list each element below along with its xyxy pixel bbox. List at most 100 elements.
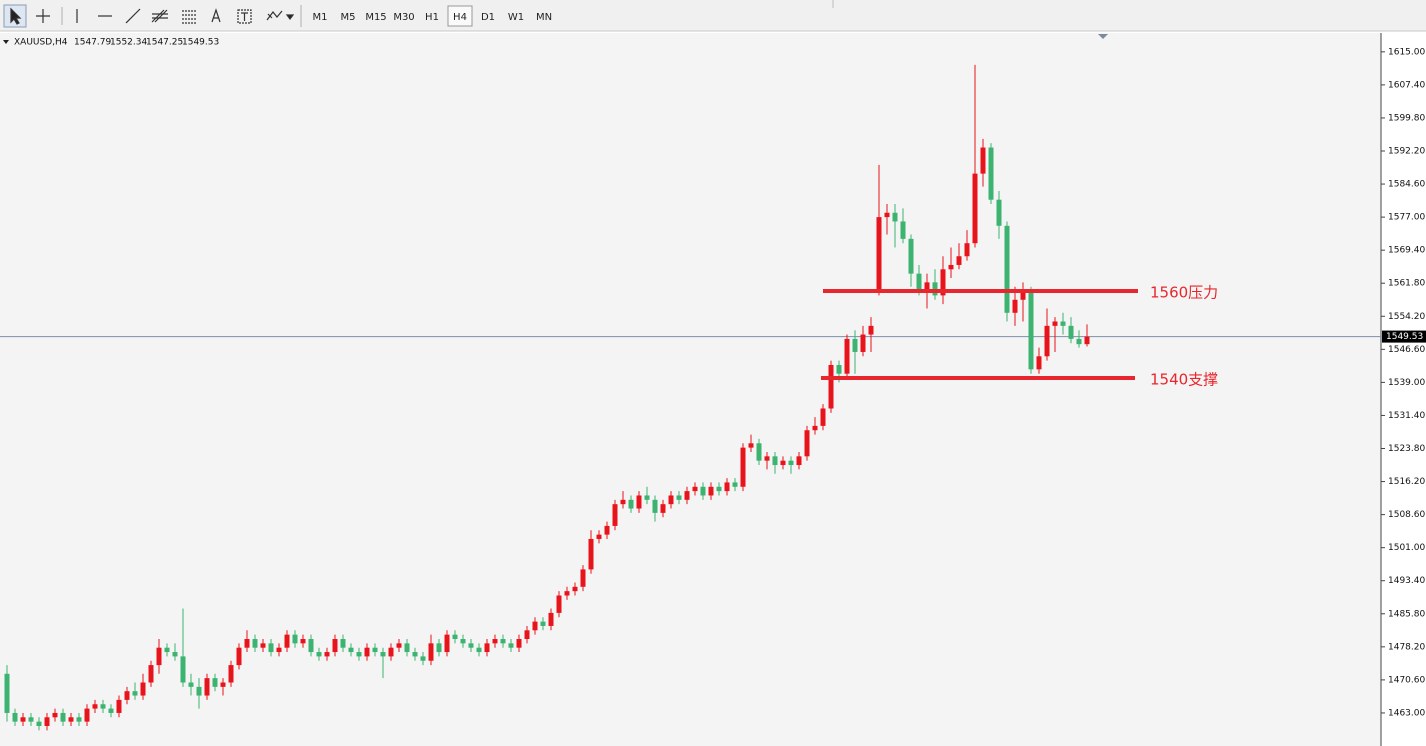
candle-body xyxy=(252,639,258,648)
candle-body xyxy=(668,495,674,505)
candle-body xyxy=(372,647,378,653)
candle-body xyxy=(116,699,122,713)
candle-body xyxy=(932,282,938,296)
candle-body xyxy=(284,634,290,648)
y-tick-label: 1478.20 xyxy=(1388,642,1425,652)
trendline-tool[interactable] xyxy=(125,8,141,24)
candle-body xyxy=(276,647,282,653)
candle-body xyxy=(1084,336,1090,345)
candle-body xyxy=(516,639,522,648)
level-label: 1540支撑 xyxy=(1150,371,1218,389)
candle-body xyxy=(860,334,866,352)
candle-body xyxy=(204,678,210,696)
candle-body xyxy=(820,408,826,426)
candle-body xyxy=(956,256,962,265)
label-tool[interactable] xyxy=(237,9,252,24)
timeframe-button[interactable]: M30 xyxy=(393,12,414,23)
candle-body xyxy=(220,682,226,687)
timeframe-button[interactable]: M1 xyxy=(313,12,328,23)
candle-body xyxy=(348,647,354,653)
arrows-tool[interactable] xyxy=(266,10,283,21)
y-tick-label: 1463.00 xyxy=(1388,708,1425,718)
candle-body xyxy=(484,643,490,653)
candle-body xyxy=(724,482,730,492)
candle-body xyxy=(540,621,546,626)
candle-body xyxy=(804,430,810,457)
candle-body xyxy=(916,273,922,292)
candle-body xyxy=(308,639,314,653)
dropdown[interactable] xyxy=(285,14,295,20)
timeframe-button[interactable]: MN xyxy=(536,12,552,23)
timeframe-button[interactable]: H1 xyxy=(425,12,439,23)
y-tick-label: 1539.00 xyxy=(1388,378,1425,388)
candle-body xyxy=(868,325,874,335)
candle-body xyxy=(604,525,610,535)
cursor-icon xyxy=(10,7,22,25)
candle-body xyxy=(20,717,26,722)
candle-body xyxy=(356,652,362,657)
y-tick-label: 1516.20 xyxy=(1388,477,1425,487)
label-icon xyxy=(241,12,248,21)
candle-body xyxy=(300,639,306,644)
candle-body xyxy=(188,682,194,687)
candle-body xyxy=(876,217,882,292)
candle-body xyxy=(1068,325,1074,339)
candle-body xyxy=(1004,225,1010,313)
candle-body xyxy=(260,643,266,648)
timeframe-button[interactable]: M5 xyxy=(341,12,356,23)
candle-body xyxy=(52,712,58,718)
y-tick-label: 1584.60 xyxy=(1388,180,1425,190)
candle-body xyxy=(196,686,202,696)
candle-body xyxy=(172,652,178,657)
candle-body xyxy=(388,647,394,657)
candle-body xyxy=(900,221,906,239)
candle-body xyxy=(748,443,754,448)
y-tick-label: 1554.20 xyxy=(1388,312,1425,322)
candle-body xyxy=(580,569,586,587)
candle-body xyxy=(812,425,818,431)
y-tick-label: 1577.00 xyxy=(1388,213,1425,223)
candle-body xyxy=(316,652,322,657)
candle-body xyxy=(564,591,570,596)
y-tick-label: 1546.60 xyxy=(1388,345,1425,355)
y-tick-label: 1523.80 xyxy=(1388,444,1425,454)
candle-body xyxy=(940,269,946,296)
timeframe-button[interactable]: H4 xyxy=(453,12,467,23)
candle-body xyxy=(892,212,898,222)
channel-tool[interactable] xyxy=(151,9,168,23)
header-open: 1547.79 xyxy=(74,38,111,48)
y-tick-label: 1599.80 xyxy=(1388,113,1425,123)
candle-body xyxy=(764,456,770,461)
header-low: 1547.25 xyxy=(146,38,183,48)
y-tick-label: 1485.80 xyxy=(1388,609,1425,619)
timeframe-button[interactable]: D1 xyxy=(481,12,495,23)
candle-body xyxy=(76,717,82,722)
candle-body xyxy=(164,647,170,653)
y-tick-label: 1470.60 xyxy=(1388,675,1425,685)
candle-body xyxy=(788,460,794,466)
candle-body xyxy=(1036,356,1042,370)
crosshair-tool[interactable] xyxy=(36,9,50,23)
text-tool[interactable] xyxy=(211,8,221,23)
candle-body xyxy=(524,630,530,640)
candle-body xyxy=(556,595,562,613)
header-high: 1552.34 xyxy=(110,38,147,48)
timeframe-button[interactable]: M15 xyxy=(365,12,386,23)
candle-body xyxy=(988,147,994,200)
candle-body xyxy=(1060,321,1066,326)
candle-body xyxy=(740,447,746,487)
candle-body xyxy=(428,643,434,661)
candle-body xyxy=(476,647,482,653)
candle-body xyxy=(420,656,426,661)
candle-body xyxy=(660,504,666,513)
timeframe-button[interactable]: W1 xyxy=(508,12,524,23)
candle-body xyxy=(180,656,186,683)
candle-body xyxy=(140,682,146,696)
candle-body xyxy=(996,199,1002,226)
fibo-tool[interactable] xyxy=(182,10,196,24)
y-tick-label: 1607.40 xyxy=(1388,80,1425,90)
candle-body xyxy=(108,708,114,713)
candle-body xyxy=(244,639,250,648)
